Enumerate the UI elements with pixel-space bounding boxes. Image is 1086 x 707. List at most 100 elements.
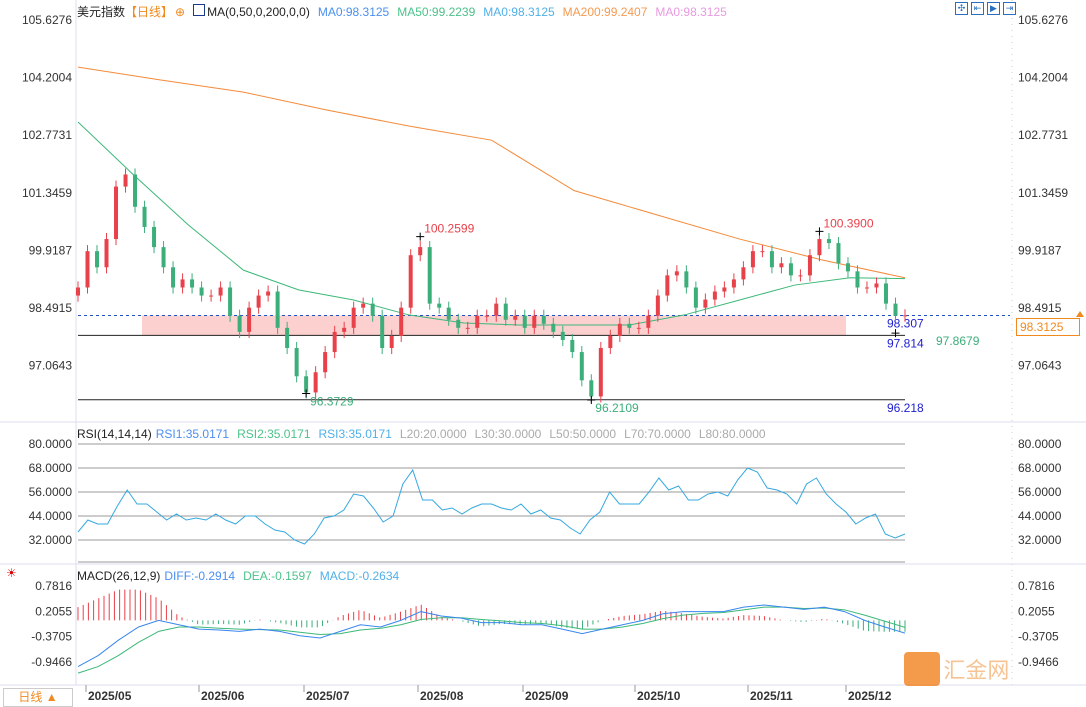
macd-label: MACD(26,12,9) xyxy=(77,569,161,583)
candle-body xyxy=(361,303,366,308)
candle-body xyxy=(218,287,223,296)
ma50-line xyxy=(77,121,906,326)
current-price-box: 98.3125 xyxy=(1016,318,1080,336)
price-tick-left: 101.3459 xyxy=(22,186,72,200)
extreme-marker xyxy=(815,227,824,236)
time-tick: 2025/06 xyxy=(201,689,245,703)
main-legend: 美元指数【日线】 ⊕ MA(0,50,0,200,0,0) MA0:98.3125 MA… xyxy=(77,3,743,20)
candle-body xyxy=(313,372,318,393)
rsi-tick-right: 68.0000 xyxy=(1018,461,1062,475)
extreme-marker xyxy=(587,396,596,405)
candle-body xyxy=(703,299,708,308)
candle-body xyxy=(598,348,603,397)
price-tick-right: 104.2004 xyxy=(1018,71,1068,85)
candle-body xyxy=(674,271,679,276)
extreme-label: 100.3900 xyxy=(823,216,873,230)
candle-body xyxy=(636,327,641,329)
extreme-marker xyxy=(302,389,311,398)
price-tick-left: 99.9187 xyxy=(29,243,73,257)
candle-body xyxy=(123,174,128,187)
time-tick: 2025/09 xyxy=(525,689,569,703)
candle-body xyxy=(741,267,746,280)
rsi-value: L80:80.0000 xyxy=(698,427,766,441)
macd-tick-right: -0.9466 xyxy=(1018,655,1059,669)
candle-body xyxy=(560,331,565,340)
candle-body xyxy=(190,279,195,288)
time-tick: 2025/12 xyxy=(848,689,892,703)
support-zone xyxy=(142,315,846,336)
candle-body xyxy=(446,307,451,320)
candle-body xyxy=(294,348,299,377)
ma-value: MA50:99.2239 xyxy=(397,5,476,19)
candle-body xyxy=(323,352,328,373)
candle-body xyxy=(427,247,432,304)
candle-body xyxy=(817,239,822,256)
candle-body xyxy=(608,335,613,349)
rsi-tick-right: 80.0000 xyxy=(1018,437,1062,451)
time-tick: 2025/05 xyxy=(88,689,132,703)
rsi-tick-right: 56.0000 xyxy=(1018,485,1062,499)
ma-value: MA0:98.3125 xyxy=(317,5,390,19)
watermark-text: 汇金网 xyxy=(943,658,1010,683)
candle-body xyxy=(855,271,860,288)
candle-body xyxy=(389,335,394,349)
period-label[interactable]: 【日线】 xyxy=(125,5,174,19)
candle-body xyxy=(893,303,898,316)
rsi-tick-left: 56.0000 xyxy=(29,485,73,499)
ma-icon[interactable] xyxy=(193,4,206,16)
level-label: 98.307 xyxy=(887,316,924,330)
price-tick-left: 102.7731 xyxy=(22,128,72,142)
candle-body xyxy=(874,283,879,288)
extreme-label: 96.3729 xyxy=(310,395,354,409)
candle-body xyxy=(237,315,242,332)
candle-body xyxy=(304,376,309,393)
zoom-end-icon[interactable]: ⇥ xyxy=(1003,2,1016,15)
candle-body xyxy=(798,275,803,277)
candle-body xyxy=(541,315,546,324)
time-tick: 2025/10 xyxy=(637,689,681,703)
rsi-value: L30:30.0000 xyxy=(474,427,542,441)
candle-body xyxy=(845,263,850,272)
extreme-marker xyxy=(891,329,900,338)
candle-body xyxy=(836,243,841,264)
candle-body xyxy=(570,339,575,353)
price-tick-left: 97.0643 xyxy=(29,359,73,373)
candle-body xyxy=(864,287,869,289)
macd-tick-left: 0.2055 xyxy=(35,604,72,618)
macd-legend: MACD(26,12,9) DIFF:-0.2914 DEA:-0.1597 MACD… xyxy=(77,569,415,583)
logo-icon xyxy=(904,652,940,686)
ma-value: MA0:98.3125 xyxy=(483,5,555,19)
candle-body xyxy=(408,255,413,308)
diff-line xyxy=(77,604,906,667)
rsi-value: RSI2:35.0171 xyxy=(237,427,311,441)
candle-body xyxy=(465,327,470,329)
price-tick-right: 99.9187 xyxy=(1018,243,1062,257)
candle-body xyxy=(475,315,480,328)
candle-body xyxy=(228,287,233,316)
candle-body xyxy=(275,291,280,328)
rsi-line xyxy=(77,467,906,545)
rsi-legend: RSI(14,14,14) RSI1:35.0171 RSI2:35.0171 RSI… xyxy=(77,427,782,441)
macd-value: MACD:-0.2634 xyxy=(319,569,400,583)
add-indicator-icon[interactable]: ⊕ xyxy=(175,5,186,19)
crosshair-tool-icon[interactable]: ✣ xyxy=(955,2,968,15)
zoom-step-icon[interactable]: ▶ xyxy=(987,2,1000,15)
candle-body xyxy=(627,323,632,328)
candle-body xyxy=(342,327,347,332)
extreme-label: 100.2599 xyxy=(424,222,474,236)
period-button[interactable]: 日线 ▲ xyxy=(3,688,73,707)
candle-body xyxy=(161,247,166,268)
candle-body xyxy=(180,279,185,288)
dea-line xyxy=(77,606,906,674)
candle-body xyxy=(722,287,727,292)
watermark-logo: 汇金网 xyxy=(904,652,1009,686)
candle-body xyxy=(646,315,651,328)
candle-body xyxy=(684,271,689,288)
macd-settings-icon[interactable]: ☀ xyxy=(6,566,17,580)
candle-body xyxy=(85,251,90,288)
rsi-tick-left: 80.0000 xyxy=(29,437,73,451)
level-label: 96.218 xyxy=(887,401,924,415)
candle-body xyxy=(199,287,204,296)
zoom-start-icon[interactable]: ⇤ xyxy=(971,2,984,15)
